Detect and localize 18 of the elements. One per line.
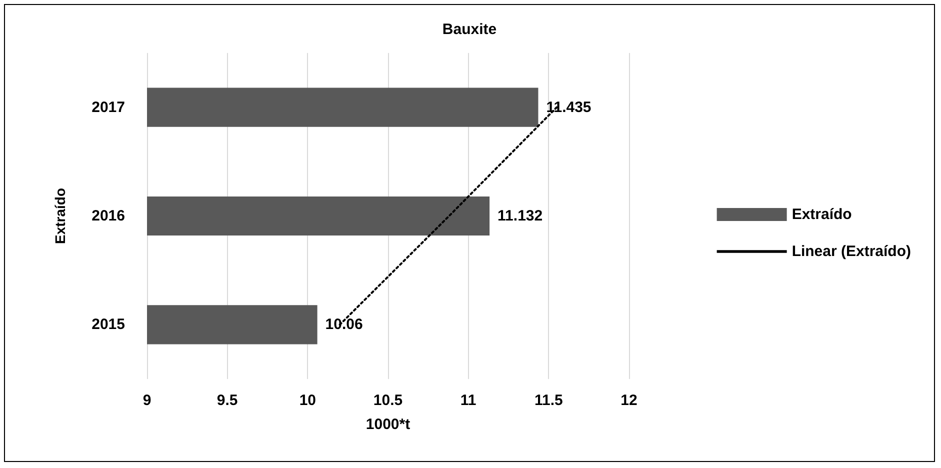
data-label: 11.132	[498, 208, 543, 224]
chart-title: Bauxite	[442, 21, 497, 38]
x-tick-label: 11	[460, 392, 476, 409]
x-tick-label: 9	[142, 392, 152, 409]
legend-label: Extraído	[792, 206, 852, 223]
y-tick-label: 2016	[92, 208, 125, 224]
x-tick-label: 10	[299, 392, 316, 409]
x-tick-label: 10.5	[373, 392, 403, 409]
y-tick-label: 2017	[92, 98, 125, 116]
x-axis-title: 1000*t	[366, 416, 410, 433]
data-label: 11.435	[546, 98, 592, 116]
y-axis-title: Extraído	[52, 188, 68, 244]
x-tick-label: 9.5	[216, 392, 238, 409]
y-tick-label: 2015	[92, 316, 125, 334]
x-tick-label: 11.5	[534, 392, 563, 409]
x-tick-label: 12	[620, 392, 638, 409]
legend-label: Linear (Extraído)	[792, 243, 912, 260]
data-label: 10.06	[325, 316, 363, 334]
